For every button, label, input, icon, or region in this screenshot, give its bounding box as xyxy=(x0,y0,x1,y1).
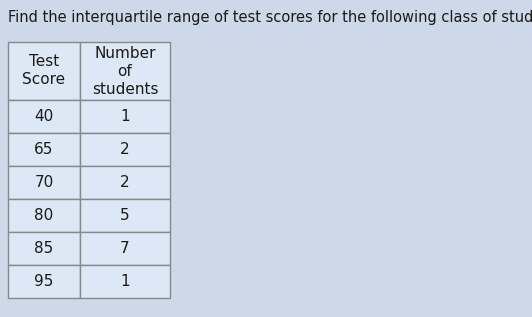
Bar xyxy=(80,265,170,298)
Bar xyxy=(80,166,170,199)
Text: 2: 2 xyxy=(120,175,130,190)
Bar xyxy=(80,100,170,133)
Bar xyxy=(8,166,80,199)
Text: 80: 80 xyxy=(35,208,54,223)
Text: Find the interquartile range of test scores for the following class of students.: Find the interquartile range of test sco… xyxy=(8,10,532,25)
Text: Number
of
students: Number of students xyxy=(92,46,158,96)
Bar xyxy=(8,133,80,166)
Text: Test
Score: Test Score xyxy=(22,55,65,87)
Bar xyxy=(8,199,80,232)
Text: 85: 85 xyxy=(35,241,54,256)
Bar xyxy=(80,42,170,100)
Text: 2: 2 xyxy=(120,142,130,157)
Text: 70: 70 xyxy=(35,175,54,190)
Text: 1: 1 xyxy=(120,274,130,289)
Bar xyxy=(8,265,80,298)
Bar xyxy=(8,232,80,265)
Bar xyxy=(8,100,80,133)
Text: 95: 95 xyxy=(34,274,54,289)
Bar xyxy=(8,42,80,100)
Bar xyxy=(80,133,170,166)
Text: 1: 1 xyxy=(120,109,130,124)
Text: 40: 40 xyxy=(35,109,54,124)
Text: 7: 7 xyxy=(120,241,130,256)
Bar xyxy=(80,232,170,265)
Text: 65: 65 xyxy=(34,142,54,157)
Bar xyxy=(80,199,170,232)
Text: 5: 5 xyxy=(120,208,130,223)
